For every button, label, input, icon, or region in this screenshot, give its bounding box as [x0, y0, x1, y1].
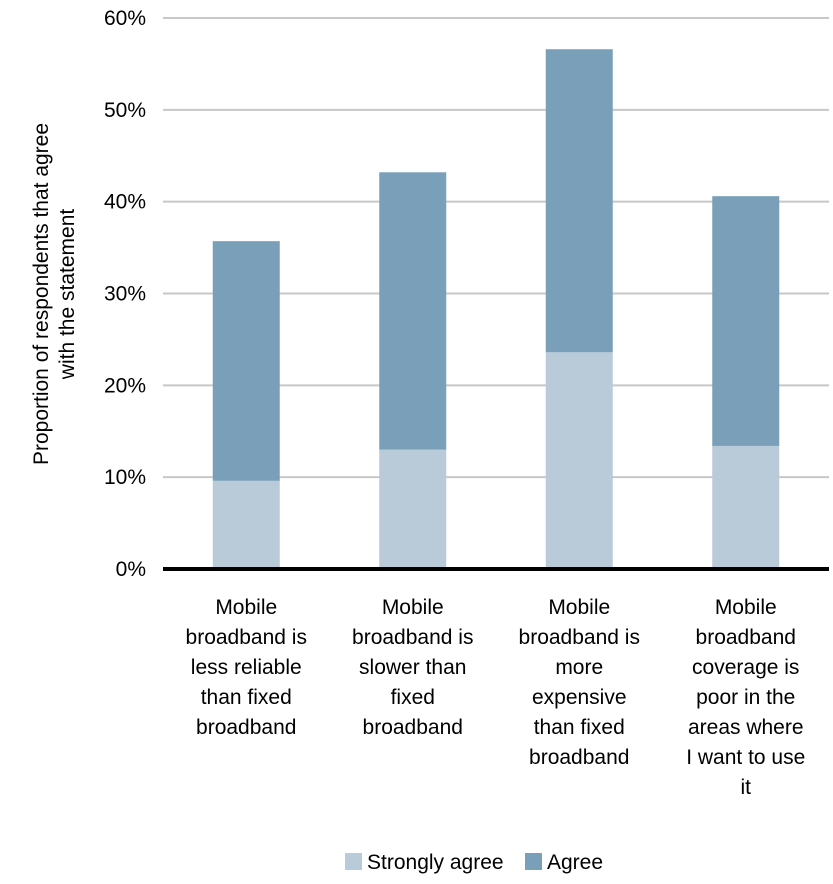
y-tick-label: 40% — [104, 191, 146, 214]
x-category-label-line: coverage is — [692, 656, 799, 679]
x-category-label-line: broadband is — [519, 626, 640, 649]
legend-label: Strongly agree — [367, 851, 504, 874]
x-category-label-line: slower than — [359, 656, 466, 679]
x-axis-category-labels: Mobile broadband is less reliable than fixe… — [186, 596, 806, 799]
x-category-label-line: expensive — [532, 686, 627, 709]
bar-agree-4 — [712, 196, 780, 446]
y-axis-title-line: with the statement — [56, 209, 79, 381]
x-category-label: Mobile broadband coverage is poor in the are… — [686, 596, 805, 799]
bar-agree-3 — [545, 49, 613, 353]
legend: Strongly agree Agree — [345, 851, 603, 874]
x-category-label-line: broadband is — [186, 626, 307, 649]
x-category-label-line: areas where — [688, 716, 804, 739]
x-category-label-line: Mobile — [382, 596, 444, 619]
y-tick-label: 30% — [104, 283, 146, 306]
x-category-label-line: more — [555, 656, 603, 679]
x-category-label: Mobile broadband is more expensive than fixe… — [519, 596, 640, 769]
y-tick-label: 20% — [104, 374, 146, 397]
x-category-label-line: broadband — [529, 746, 629, 769]
y-tick-label: 60% — [104, 7, 146, 30]
x-category-label: Mobile broadband is slower than fixed broadb… — [352, 596, 473, 739]
bars — [212, 49, 780, 569]
x-category-label-line: than fixed — [201, 686, 292, 709]
legend-label: Agree — [547, 851, 603, 874]
y-tick-label: 10% — [104, 466, 146, 489]
x-category-label-line: than fixed — [534, 716, 625, 739]
y-axis-title: Proportion of respondents that agree with… — [30, 123, 79, 465]
x-category-label-line: poor in the — [696, 686, 795, 709]
x-category-label-line: broadband — [363, 716, 463, 739]
bar-strongly-agree-2 — [379, 449, 447, 569]
x-category-label-line: I want to use — [686, 746, 805, 769]
x-category-label-line: less reliable — [191, 656, 302, 679]
legend-swatch-agree — [525, 853, 542, 870]
legend-swatch-strongly-agree — [345, 853, 362, 870]
bar-strongly-agree-4 — [712, 445, 780, 569]
y-axis-ticks: 0% 10% 20% 30% 40% 50% 60% — [104, 7, 146, 581]
x-category-label-line: broadband is — [352, 626, 473, 649]
bar-agree-2 — [379, 172, 447, 450]
bar-strongly-agree-1 — [212, 480, 280, 569]
x-category-label-line: it — [741, 776, 752, 799]
y-tick-label: 50% — [104, 99, 146, 122]
x-category-label-line: Mobile — [715, 596, 777, 619]
x-category-label: Mobile broadband is less reliable than fixe… — [186, 596, 307, 739]
y-axis-title-line: Proportion of respondents that agree — [30, 123, 53, 465]
x-category-label-line: Mobile — [215, 596, 277, 619]
x-category-label-line: Mobile — [548, 596, 610, 619]
bar-strongly-agree-3 — [545, 352, 613, 569]
y-tick-label: 0% — [116, 558, 146, 581]
x-category-label-line: broadband — [196, 716, 296, 739]
bar-agree-1 — [212, 241, 280, 481]
x-category-label-line: broadband — [696, 626, 796, 649]
x-category-label-line: fixed — [391, 686, 435, 709]
